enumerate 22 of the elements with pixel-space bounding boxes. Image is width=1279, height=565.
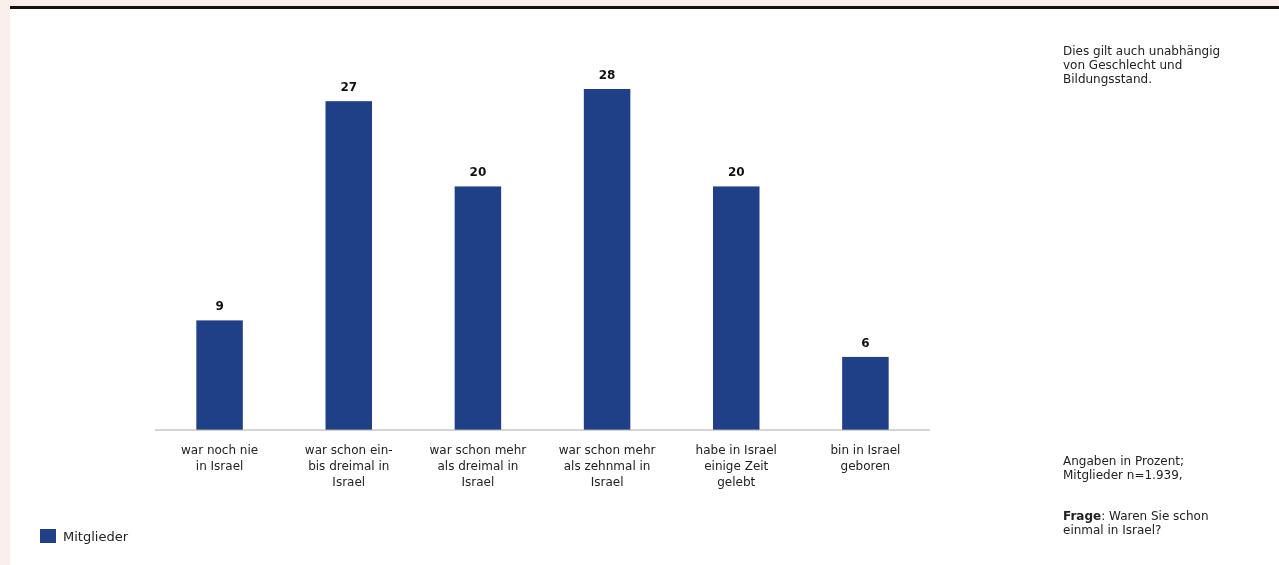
bar: [842, 356, 889, 430]
x-tick-label: war schon ein- bis dreimal in Israel: [304, 443, 393, 489]
text: Dies gilt auch unabhängig von Geschlecht und Bildungsstand.: [1063, 44, 1221, 86]
data-label: 27: [340, 80, 358, 95]
data-label: 6: [861, 335, 870, 350]
x-tick-label: war schon mehr als zehnmal in Israel: [558, 443, 656, 489]
text: Angaben in Prozent; Mitglieder n=1.939,: [1063, 454, 1185, 482]
bar: [454, 186, 502, 430]
bar: [713, 186, 760, 430]
text: Frage: Waren Sie schon einmal in Israel?: [1063, 509, 1209, 537]
x-tick-label: war schon mehr als dreimal in Israel: [429, 443, 527, 489]
bar: [325, 101, 372, 430]
legend-label: Mitglieder: [63, 529, 129, 544]
data-label: 20: [727, 165, 745, 180]
bar: [196, 320, 243, 430]
x-tick-label: war noch nie in Israel: [180, 443, 259, 473]
data-label: 9: [215, 299, 224, 314]
x-tick-label: bin in Israel geboren: [830, 443, 901, 473]
data-label: 28: [598, 68, 616, 82]
data-label: 20: [469, 165, 487, 180]
x-tick-label: habe in Israel einige Zeit gelebt: [695, 443, 777, 489]
bar: [583, 89, 631, 430]
